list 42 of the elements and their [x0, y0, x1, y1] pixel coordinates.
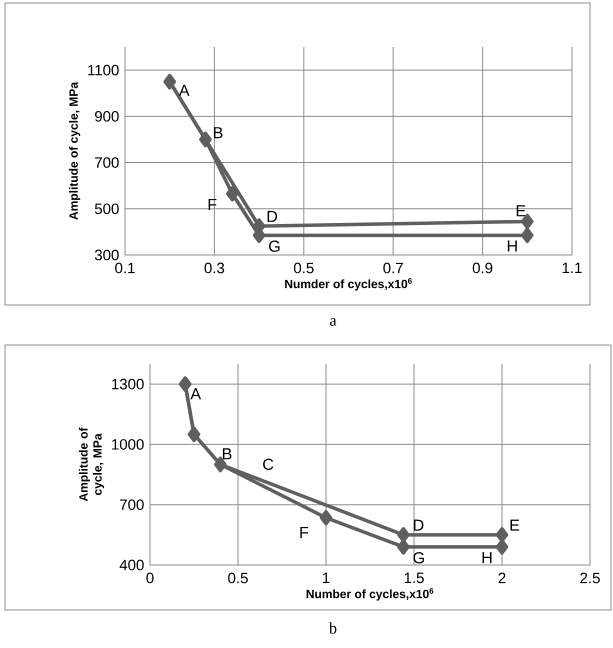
x-tick-label: 0	[146, 572, 154, 584]
text: b	[328, 622, 336, 634]
annotation: G	[413, 552, 424, 564]
x-tick-label: 0.3	[204, 262, 224, 274]
annotation: D	[268, 210, 278, 222]
y-tick-label: 400	[120, 560, 144, 570]
y-axis-title: Amplitude of cycle, MPa	[78, 427, 104, 502]
text: a	[330, 318, 336, 326]
x-tick-label: 2	[498, 572, 506, 584]
annotation: C	[263, 458, 274, 470]
x-tick-label: 0.9	[472, 262, 492, 274]
annotation: E	[516, 205, 526, 216]
y-tick-label: 500	[94, 203, 119, 214]
y-axis-title: Amplitude of cycle, MPa	[69, 82, 80, 220]
x-axis-title: Numder of cycles,x10$^{6}$	[285, 278, 412, 291]
annotation: A	[178, 84, 190, 96]
y-tick-label: 700	[95, 157, 119, 168]
x-tick-label: 1	[322, 572, 330, 583]
x-tick-label: 0.1	[115, 262, 135, 274]
y-tick-label: 900	[95, 111, 119, 122]
annotation: A	[190, 388, 202, 400]
y-tick-label: 700	[120, 499, 144, 510]
y-tick-label: 1100	[88, 64, 119, 76]
y-tick-label: 1300	[112, 378, 144, 390]
y-tick-label: 1000	[112, 439, 144, 450]
x-tick-label: 1.5	[404, 572, 424, 584]
annotation: H	[482, 552, 492, 564]
x-tick-label: 0.5	[294, 262, 314, 274]
annotation: H	[508, 240, 517, 252]
x-tick-label: 0.5	[228, 572, 248, 584]
x-tick-label: 1.1	[562, 262, 582, 273]
annotation: D	[414, 520, 424, 531]
x-tick-label: 0.7	[383, 262, 403, 274]
annotation: B	[214, 127, 222, 138]
y-tick-label: 300	[94, 250, 119, 260]
x-tick-label: 2.5	[580, 572, 600, 584]
annotation: E	[510, 520, 520, 531]
annotation: G	[269, 240, 280, 252]
annotation: F	[208, 198, 216, 210]
x-axis-title: Number of cycles,x10$^{6}$	[306, 588, 434, 601]
annotation: B	[222, 448, 232, 460]
annotation: F	[300, 526, 308, 538]
